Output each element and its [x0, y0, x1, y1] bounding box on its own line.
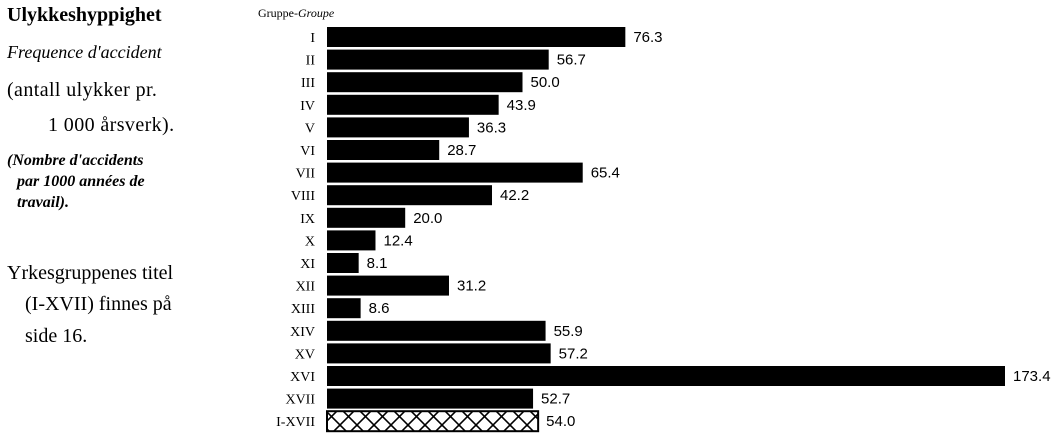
category-label: XII: [296, 280, 316, 295]
description-no-line1: (antall ulykker pr.: [7, 79, 158, 101]
description-fr-line1: (Nombre d'accidents: [7, 152, 144, 169]
bar: [327, 162, 583, 183]
note-line2: (I-XVII) finnes på: [25, 293, 172, 315]
bar: [327, 343, 551, 364]
value-label: 65.4: [591, 165, 620, 182]
category-label: IV: [300, 99, 315, 114]
value-label: 8.6: [369, 300, 390, 317]
note-line1: Yrkesgruppenes titel: [7, 262, 174, 284]
category-label: IX: [300, 212, 315, 227]
bar: [327, 388, 534, 409]
bar-total: [326, 410, 540, 433]
value-label: 173.4: [1013, 368, 1051, 385]
category-label: XVII: [285, 393, 315, 408]
bar: [327, 72, 523, 93]
group-header-fr: Groupe: [298, 6, 335, 20]
category-label: XIV: [290, 325, 315, 340]
value-label: 28.7: [447, 142, 476, 159]
value-label: 56.7: [557, 52, 586, 69]
chart-subtitle-fr: Frequence d'accident: [7, 42, 162, 62]
category-label: VIII: [291, 189, 315, 204]
category-label: I-XVII: [276, 415, 315, 430]
category-label: X: [305, 234, 315, 249]
bar: [327, 185, 493, 206]
value-label: 42.2: [500, 187, 529, 204]
value-label: 55.9: [554, 323, 583, 340]
category-label: II: [306, 54, 316, 69]
bar: [327, 298, 361, 319]
bar: [327, 117, 469, 138]
bar: [327, 49, 549, 70]
value-label: 8.1: [367, 255, 388, 272]
bar: [327, 320, 546, 341]
description-no-line2: 1 000 årsverk).: [48, 114, 175, 136]
group-header-no: Gruppe-: [258, 6, 298, 20]
value-label: 76.3: [633, 29, 662, 46]
category-label: XI: [300, 257, 315, 272]
bars-group: I 76.3 II 56.7 III 50.0 IV 43.9 V 36.3 VI 28.7 VII 65…: [276, 27, 1051, 433]
bar: [327, 253, 359, 273]
group-header: Gruppe-Groupe: [258, 6, 335, 20]
description-fr-line2: par 1000 années de: [17, 173, 145, 190]
category-label: I: [310, 31, 315, 46]
category-label: XIII: [291, 302, 315, 317]
category-label: XV: [295, 347, 315, 362]
note-line3: side 16.: [25, 325, 88, 347]
category-label: VII: [296, 167, 316, 182]
bar: [327, 140, 440, 160]
bar: [327, 207, 406, 228]
value-label: 54.0: [546, 413, 575, 430]
category-label: III: [301, 76, 315, 91]
bar: [327, 94, 499, 115]
value-label: 20.0: [413, 210, 442, 227]
category-label: V: [305, 121, 315, 136]
value-label: 57.2: [559, 345, 588, 362]
bar: [327, 27, 626, 47]
value-label: 43.9: [507, 97, 536, 114]
category-label: VI: [300, 144, 315, 159]
value-label: 50.0: [531, 74, 560, 91]
bar: [327, 230, 376, 251]
value-label: 36.3: [477, 119, 506, 136]
value-label: 31.2: [457, 278, 486, 295]
value-label: 52.7: [541, 391, 570, 408]
description-fr-line3: travail).: [17, 194, 69, 211]
category-label: XVI: [290, 370, 315, 385]
bar: [327, 366, 1005, 386]
value-label: 12.4: [383, 232, 412, 249]
bar: [327, 275, 449, 296]
chart-title: Ulykkeshyppighet: [7, 4, 162, 26]
